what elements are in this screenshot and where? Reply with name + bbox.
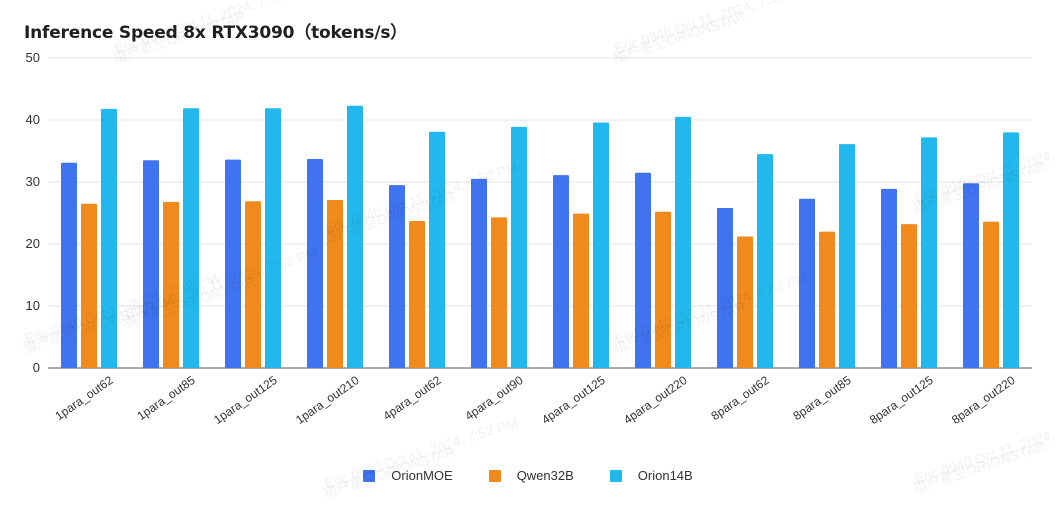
x-tick-label: 1para_out210 [293,373,362,427]
bar-qwen32b-8para_out220 [983,221,999,368]
bar-qwen32b-4para_out90 [491,217,507,368]
bar-qwen32b-1para_out85 [163,201,179,368]
bar-orionmoe-4para_out125 [553,175,569,368]
bar-orion14b-4para_out125 [593,122,609,368]
y-tick-label: 0 [33,360,40,375]
bar-orion14b-1para_out85 [183,108,199,368]
legend-item-qwen32b[interactable]: Qwen32B [488,468,574,483]
bar-qwen32b-1para_out62 [81,203,97,368]
grid-lines [48,57,1032,369]
y-tick-label: 20 [26,236,40,251]
bar-orionmoe-8para_out220 [963,183,979,368]
bar-orion14b-8para_out220 [1003,132,1019,368]
bar-orionmoe-4para_out90 [471,178,487,368]
legend-label: Orion14B [637,468,693,483]
bar-orion14b-4para_out90 [511,126,527,368]
bar-qwen32b-1para_out210 [327,199,343,368]
legend-item-orion14b[interactable]: Orion14B [609,468,693,483]
legend-swatch [488,469,501,482]
y-axis-ticks: 0 10 20 30 40 50 [26,50,40,375]
y-tick-label: 40 [26,112,40,127]
y-tick-label: 10 [26,298,40,313]
legend-label: OrionMOE [391,468,453,483]
x-tick-label: 8para_out62 [708,373,772,423]
bar-qwen32b-1para_out125 [245,201,261,368]
bar-qwen32b-8para_out125 [901,224,917,368]
bar-orionmoe-4para_out220 [635,172,651,368]
legend-item-orionmoe[interactable]: OrionMOE [363,468,453,483]
chart-title: Inference Speed 8x RTX3090（tokens/s） [24,23,408,43]
x-tick-label: 4para_out220 [621,373,690,427]
y-tick-label: 30 [26,174,40,189]
bar-qwen32b-8para_out62 [737,236,753,368]
bar-orionmoe-8para_out85 [799,198,815,368]
bar-orionmoe-1para_out62 [61,162,77,368]
bar-orion14b-1para_out62 [101,108,117,368]
x-tick-label: 8para_out220 [949,373,1018,427]
x-axis-ticks: 1para_out62 1para_out85 1para_out125 1para_… [52,373,1018,427]
bar-orionmoe-1para_out85 [143,160,159,368]
x-tick-label: 4para_out125 [539,373,608,427]
legend-label: Qwen32B [516,468,574,483]
x-tick-label: 4para_out90 [462,373,526,423]
x-tick-label: 8para_out85 [790,373,854,423]
bar-orion14b-4para_out220 [675,116,691,369]
bar-orionmoe-8para_out62 [717,208,733,368]
bar-orionmoe-1para_out125 [225,159,241,368]
bar-orion14b-8para_out62 [757,154,773,368]
x-tick-label: 8para_out125 [867,373,936,427]
bars [61,105,1019,369]
x-tick-label: 1para_out125 [211,373,280,427]
bar-qwen32b-4para_out62 [409,221,425,368]
x-tick-label: 1para_out62 [52,373,116,423]
bar-orionmoe-8para_out125 [881,188,897,368]
y-tick-label: 50 [26,50,40,65]
legend: OrionMOE Qwen32B Orion14B [0,468,1056,483]
bar-orion14b-1para_out125 [265,108,281,368]
bar-qwen32b-8para_out85 [819,231,835,368]
bar-orion14b-8para_out125 [921,137,937,368]
legend-swatch [363,469,376,482]
bar-orion14b-1para_out210 [347,105,363,369]
x-tick-label: 4para_out62 [380,373,444,423]
bar-orionmoe-1para_out210 [307,159,323,368]
bar-orion14b-4para_out62 [429,131,445,368]
bar-qwen32b-4para_out220 [655,211,671,368]
bar-qwen32b-4para_out125 [573,213,589,368]
legend-swatch [609,469,622,482]
x-tick-label: 1para_out85 [134,373,198,423]
bar-orionmoe-4para_out62 [389,185,405,368]
bar-orion14b-8para_out85 [839,144,855,368]
